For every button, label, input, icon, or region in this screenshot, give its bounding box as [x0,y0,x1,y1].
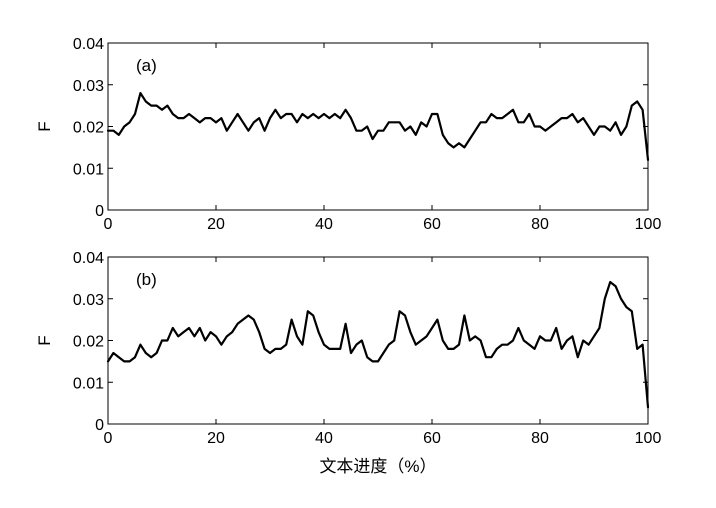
x-tick-label: 0 [104,430,113,447]
x-tick-label: 80 [531,430,549,447]
x-tick-label: 40 [315,216,333,233]
x-tick-label: 60 [423,216,441,233]
x-tick-label: 100 [635,216,662,233]
panel-label: (a) [136,56,157,75]
x-tick-label: 20 [207,216,225,233]
plot-frame [107,42,649,211]
x-axis-label: 文本进度（%） [319,457,436,476]
y-tick-label: 0.04 [73,250,104,267]
x-tick-label: 100 [635,430,662,447]
y-tick-label: 0 [95,417,104,434]
x-tick-label: 60 [423,430,441,447]
panel-b: 0 20 40 60 80 100 0 0.01 0.02 0.03 0.04 F (b) [35,250,661,447]
y-axis-label: F [35,335,54,345]
panel-a: 0 20 40 60 80 100 0 0.01 0.02 0.03 0.04 F (a) [35,36,661,233]
y-axis-label: F [35,121,54,131]
y-tick-label: 0.03 [73,292,104,309]
y-tick-label: 0 [95,203,104,220]
y-tick-label: 0.02 [73,120,104,137]
x-tick-label: 80 [531,216,549,233]
y-tick-label: 0.03 [73,78,104,95]
x-tick-label: 40 [315,430,333,447]
y-tick-label: 0.02 [73,334,104,351]
x-tick-label: 0 [104,216,113,233]
y-tick-label: 0.04 [73,36,104,53]
panel-label: (b) [136,270,157,289]
x-tick-label: 20 [207,430,225,447]
series-line [106,280,650,409]
y-tick-label: 0.01 [73,161,104,178]
series-line [106,92,650,161]
y-tick-label: 0.01 [73,375,104,392]
